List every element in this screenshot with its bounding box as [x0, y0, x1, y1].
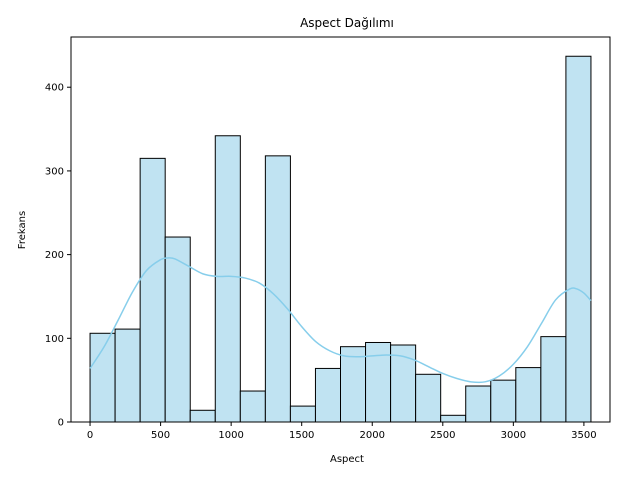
histogram-bar	[314, 367, 341, 423]
x-tick-label: 2500	[430, 430, 455, 441]
histogram-bar	[515, 367, 542, 423]
x-tick-label: 1500	[289, 430, 314, 441]
plot-frame	[70, 36, 611, 423]
histogram-bar	[214, 135, 241, 423]
histogram-bar	[189, 409, 216, 423]
bars-group	[89, 55, 592, 423]
histogram-bar	[465, 385, 492, 423]
y-axis-label: Frekans	[17, 211, 28, 249]
y-tick-label: 0	[58, 418, 64, 429]
y-tick-label: 100	[45, 334, 64, 345]
histogram-bar	[139, 157, 166, 423]
y-tick-label: 200	[45, 250, 64, 261]
histogram-bar	[415, 373, 442, 423]
histogram-bar	[440, 414, 467, 423]
x-tick-label: 3500	[571, 430, 596, 441]
histogram-bar	[114, 328, 141, 423]
x-axis-label: Aspect	[330, 454, 364, 465]
x-tick-label: 2000	[360, 430, 385, 441]
x-tick-label: 500	[151, 430, 170, 441]
histogram-bar	[340, 346, 367, 423]
chart-title: Aspect Dağılımı	[300, 16, 394, 30]
y-axis-ticks: 0 100 200 300 400	[45, 83, 71, 429]
x-axis-ticks: 0 500 1000 1500 2000 2500 3000 3500	[87, 422, 597, 441]
histogram-bar	[490, 379, 517, 423]
histogram-bar	[239, 390, 266, 423]
histogram-bar	[89, 332, 116, 423]
x-tick-label: 3000	[501, 430, 526, 441]
histogram-bar	[565, 55, 592, 423]
histogram-bar	[164, 236, 191, 423]
y-tick-label: 300	[45, 166, 64, 177]
y-tick-label: 400	[45, 83, 64, 94]
x-tick-label: 1000	[218, 430, 243, 441]
histogram-bar	[289, 405, 316, 423]
x-tick-label: 0	[87, 430, 93, 441]
histogram-bar	[264, 155, 291, 423]
kde-curve	[89, 257, 592, 384]
histogram-bar	[540, 336, 567, 423]
